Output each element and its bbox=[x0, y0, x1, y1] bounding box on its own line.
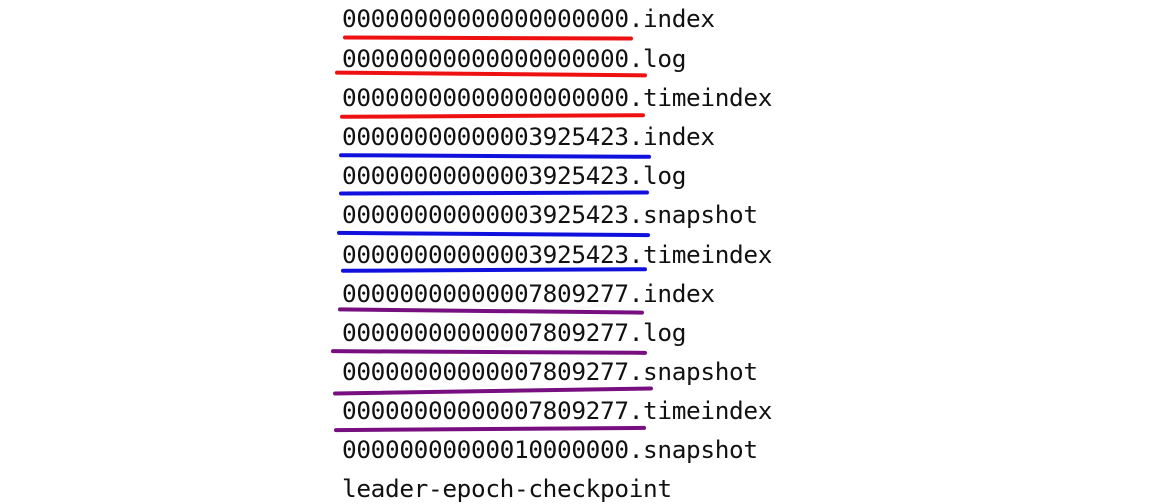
file-entry: 00000000000007809277.log bbox=[342, 318, 687, 347]
file-entry: 00000000000003925423.timeindex bbox=[342, 240, 773, 269]
file-entry: 00000000000003925423.log bbox=[342, 161, 687, 190]
file-entry: 00000000000007809277.timeindex bbox=[342, 396, 773, 425]
file-entry: 00000000000003925423.index bbox=[342, 122, 715, 151]
file-entry: leader-epoch-checkpoint bbox=[342, 474, 672, 503]
file-entry: 00000000000010000000.snapshot bbox=[342, 435, 758, 464]
file-entry: 00000000000003925423.snapshot bbox=[342, 200, 758, 229]
file-entry: 00000000000000000000.index bbox=[342, 4, 715, 33]
file-entry: 00000000000007809277.index bbox=[342, 279, 715, 308]
file-entry: 00000000000000000000.timeindex bbox=[342, 83, 773, 112]
file-entry: 00000000000000000000.log bbox=[342, 44, 687, 73]
file-entry: 00000000000007809277.snapshot bbox=[342, 357, 758, 386]
file-listing: 00000000000000000000.index 0000000000000… bbox=[342, 0, 842, 503]
